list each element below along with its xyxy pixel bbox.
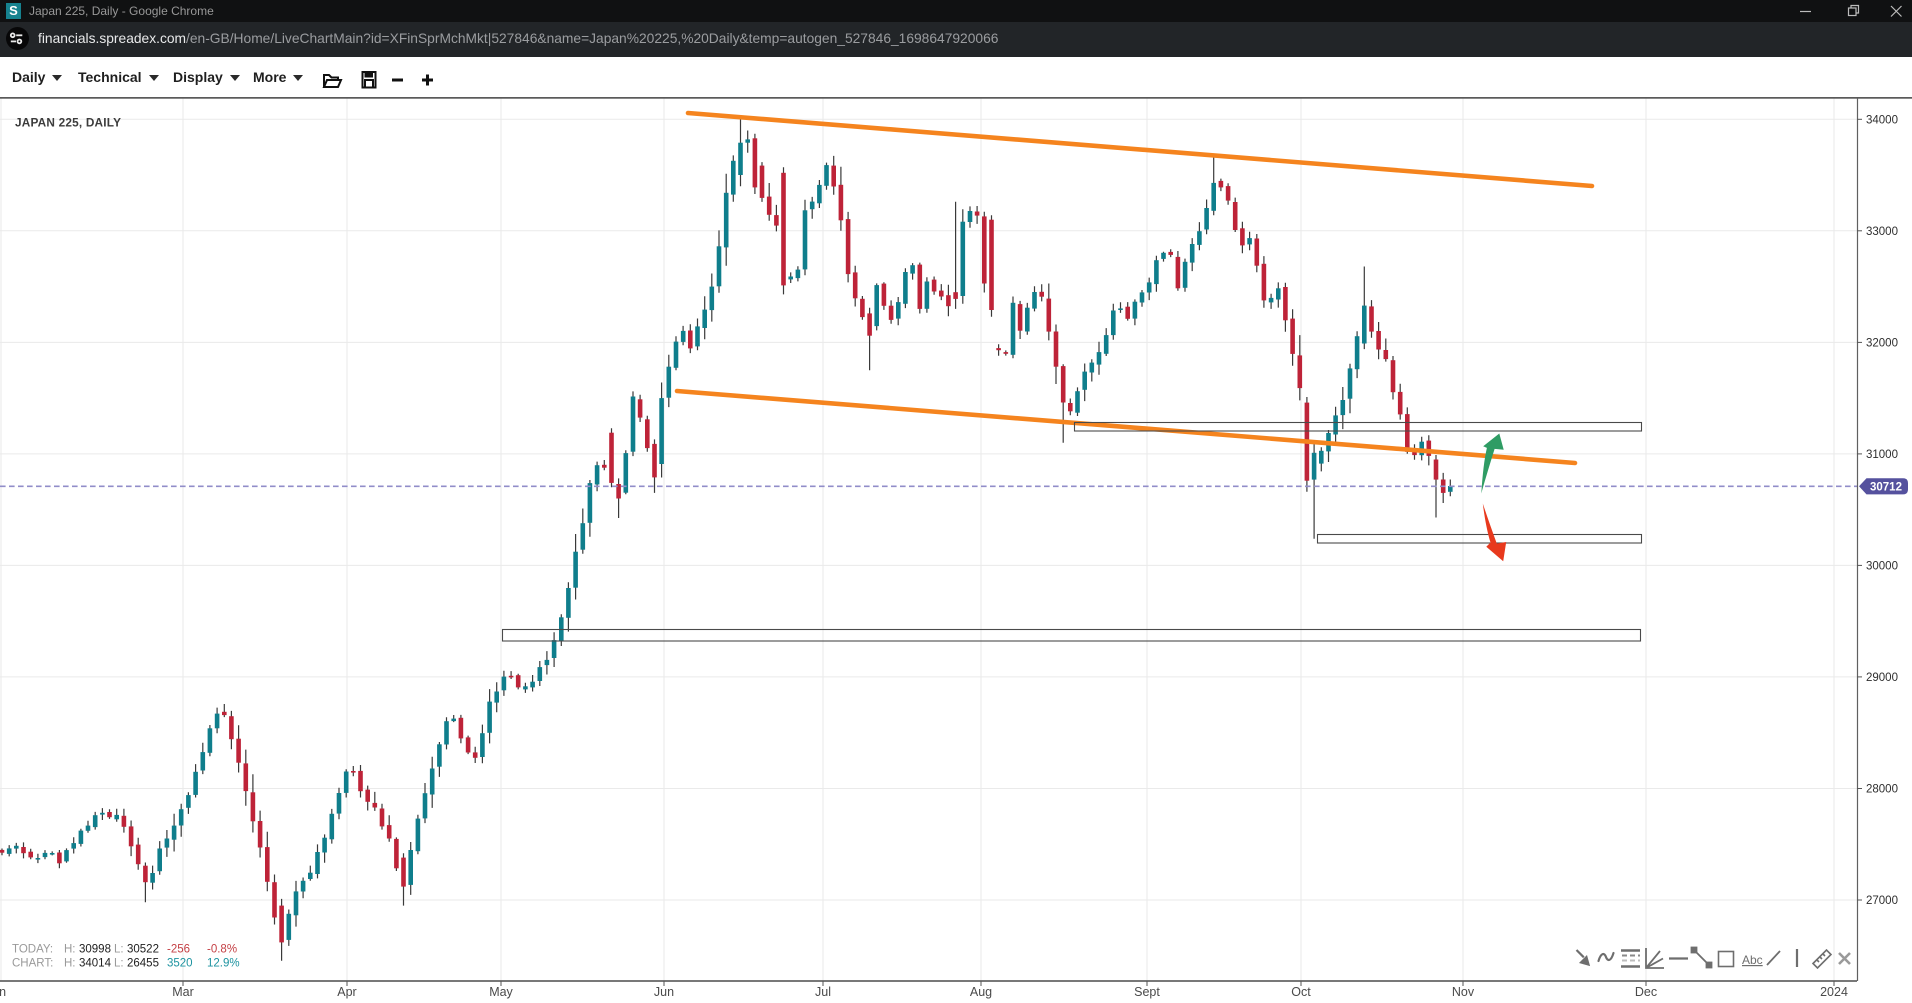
svg-text:L:: L:	[114, 958, 124, 970]
svg-text:Sept: Sept	[1134, 985, 1160, 999]
svg-text:May: May	[489, 985, 513, 999]
svg-text:Jul: Jul	[815, 985, 831, 999]
svg-text:34000: 34000	[1866, 114, 1898, 126]
svg-text:30712: 30712	[1870, 481, 1902, 493]
svg-text:Jun: Jun	[654, 985, 674, 999]
svg-text:28000: 28000	[1866, 784, 1898, 796]
svg-text:H:: H:	[64, 958, 76, 970]
svg-text:32000: 32000	[1866, 337, 1898, 349]
svg-text:33000: 33000	[1866, 226, 1898, 238]
svg-text:Mar: Mar	[172, 985, 194, 999]
svg-text:29000: 29000	[1866, 672, 1898, 684]
svg-text:Dec: Dec	[1635, 985, 1657, 999]
svg-text:TODAY:: TODAY:	[12, 944, 53, 956]
svg-text:-256: -256	[167, 944, 190, 956]
svg-text:-0.8%: -0.8%	[207, 944, 237, 956]
svg-text:30998: 30998	[79, 944, 111, 956]
svg-text:27000: 27000	[1866, 895, 1898, 907]
svg-text:2024: 2024	[1820, 985, 1848, 999]
svg-text:H:: H:	[64, 944, 76, 956]
svg-text:31000: 31000	[1866, 449, 1898, 461]
svg-text:34014: 34014	[79, 958, 112, 970]
svg-text:Jan: Jan	[0, 985, 6, 999]
svg-text:JAPAN 225, DAILY: JAPAN 225, DAILY	[15, 116, 121, 130]
svg-text:26455: 26455	[127, 958, 159, 970]
svg-text:30000: 30000	[1866, 560, 1898, 572]
svg-text:CHART:: CHART:	[12, 958, 53, 970]
svg-text:12.9%: 12.9%	[207, 958, 240, 970]
svg-text:3520: 3520	[167, 958, 193, 970]
svg-text:L:: L:	[114, 944, 124, 956]
svg-text:Apr: Apr	[337, 985, 356, 999]
svg-text:30522: 30522	[127, 944, 159, 956]
svg-text:Abc: Abc	[1742, 953, 1763, 967]
svg-text:Oct: Oct	[1291, 985, 1311, 999]
svg-text:Aug: Aug	[970, 985, 992, 999]
svg-text:Nov: Nov	[1452, 985, 1475, 999]
